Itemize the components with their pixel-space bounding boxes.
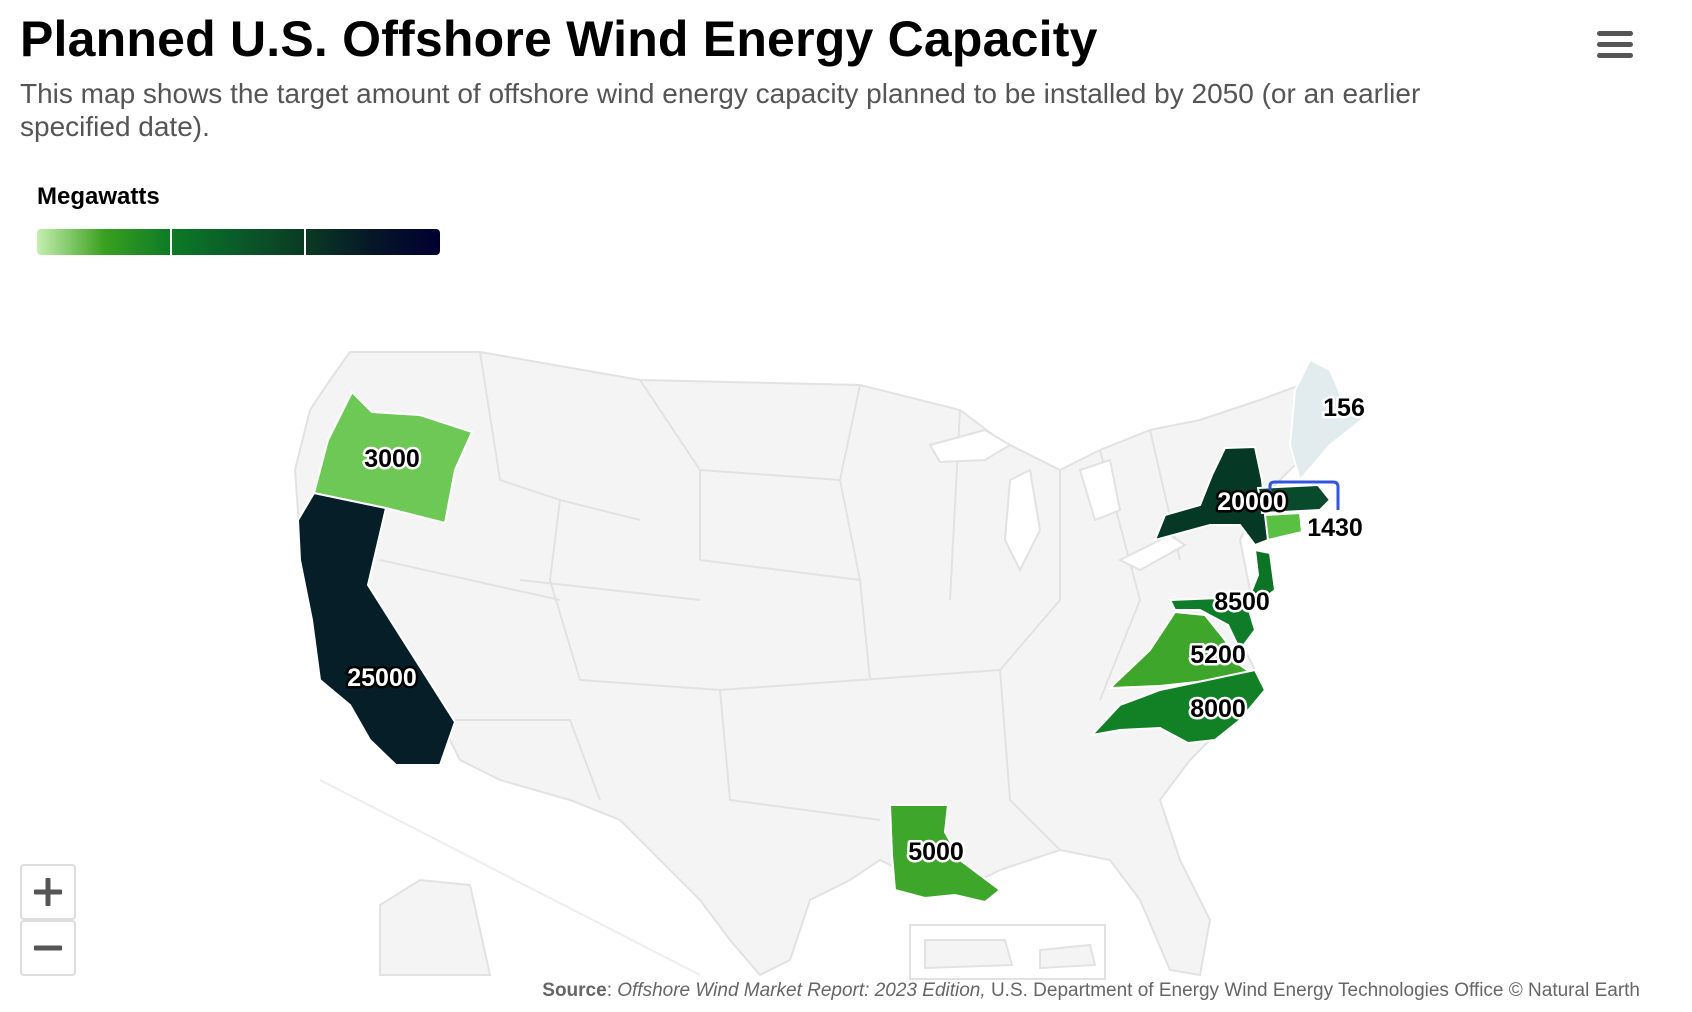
label-virginia: 5200 [1190,641,1246,669]
state-oregon[interactable] [312,390,474,525]
source-label: Source [542,980,607,1001]
zoom-out-button[interactable] [20,920,76,976]
state-connecticut[interactable] [1263,511,1304,542]
legend-title: Megawatts [37,183,160,210]
chart-title: Planned U.S. Offshore Wind Energy Capaci… [20,11,1098,67]
great-lakes [928,428,1187,573]
state-massachusetts[interactable] [1256,483,1332,515]
state-north-carolina[interactable] [1089,668,1267,745]
selection-highlight [1268,480,1340,510]
state-maryland[interactable] [1168,595,1257,652]
state-maine[interactable] [1288,358,1370,483]
state-new-york[interactable] [1153,445,1270,547]
label-connecticut: 1430 [1307,514,1363,542]
state-new-jersey[interactable] [1248,548,1277,602]
state-virginia[interactable] [1107,610,1253,690]
source-rest: U.S. Department of Energy Wind Energy Te… [990,980,1640,1001]
label-maryland: 8500 [1214,588,1270,616]
minus-icon [34,945,62,951]
label-louisiana: 5000 [908,838,964,866]
label-maine: 156 [1323,394,1365,422]
menu-button[interactable] [1592,22,1638,68]
state-california[interactable] [296,491,457,766]
label-north-carolina: 8000 [1190,695,1246,723]
chart-subtitle: This map shows the target amount of offs… [20,78,1421,142]
legend-color-scale [37,229,440,255]
source-report: Offshore Wind Market Report: 2023 Editio… [617,980,986,1001]
label-california: 25000 [347,664,417,692]
hamburger-menu-icon [1597,31,1633,58]
zoom-in-button[interactable] [20,864,76,920]
plus-icon [34,878,62,906]
state-louisiana[interactable] [888,804,1002,904]
label-new-york: 20000 [1217,488,1287,516]
inset-territories [319,779,1106,980]
label-oregon: 3000 [364,445,420,473]
source-credit: Source: Offshore Wind Market Report: 202… [542,980,1640,1001]
